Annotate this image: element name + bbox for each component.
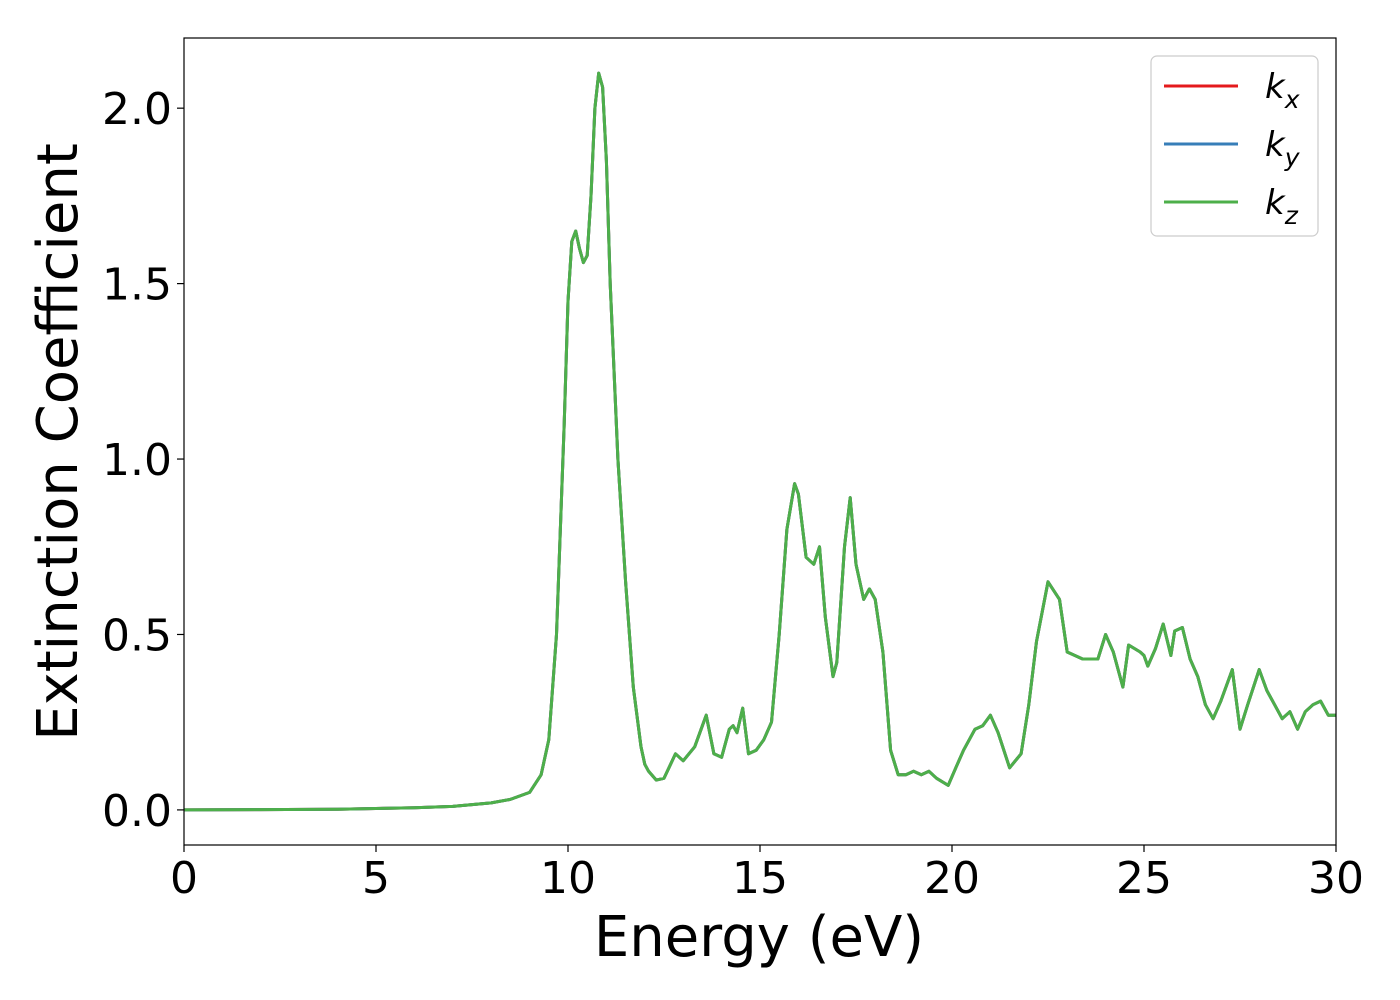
legend-label-ky: ky (1265, 125, 1301, 172)
series-layer (184, 71, 1336, 812)
x-axis-ticks: 0 5 10 15 20 25 30 (170, 845, 1364, 904)
y-axis-ticks: 0.0 0.5 1.0 1.5 2.0 (102, 84, 184, 837)
y-tick-label: 1.5 (102, 260, 172, 311)
x-axis-label: Energy (eV) (594, 905, 924, 970)
x-tick-label: 0 (170, 853, 198, 904)
legend-label-kx: kx (1265, 67, 1300, 114)
y-axis-label: Extinction Coefficient (26, 143, 91, 741)
y-tick-label: 0.0 (102, 786, 172, 837)
x-tick-label: 5 (362, 853, 390, 904)
x-tick-label: 30 (1308, 853, 1364, 904)
x-tick-label: 10 (540, 853, 596, 904)
y-tick-label: 1.0 (102, 435, 172, 486)
series-line-kz (184, 71, 1336, 812)
y-tick-label: 0.5 (102, 610, 172, 661)
x-tick-label: 20 (924, 853, 980, 904)
x-tick-label: 25 (1116, 853, 1172, 904)
legend-box (1150, 55, 1319, 237)
y-tick-label: 2.0 (102, 84, 172, 135)
x-tick-label: 15 (732, 853, 788, 904)
